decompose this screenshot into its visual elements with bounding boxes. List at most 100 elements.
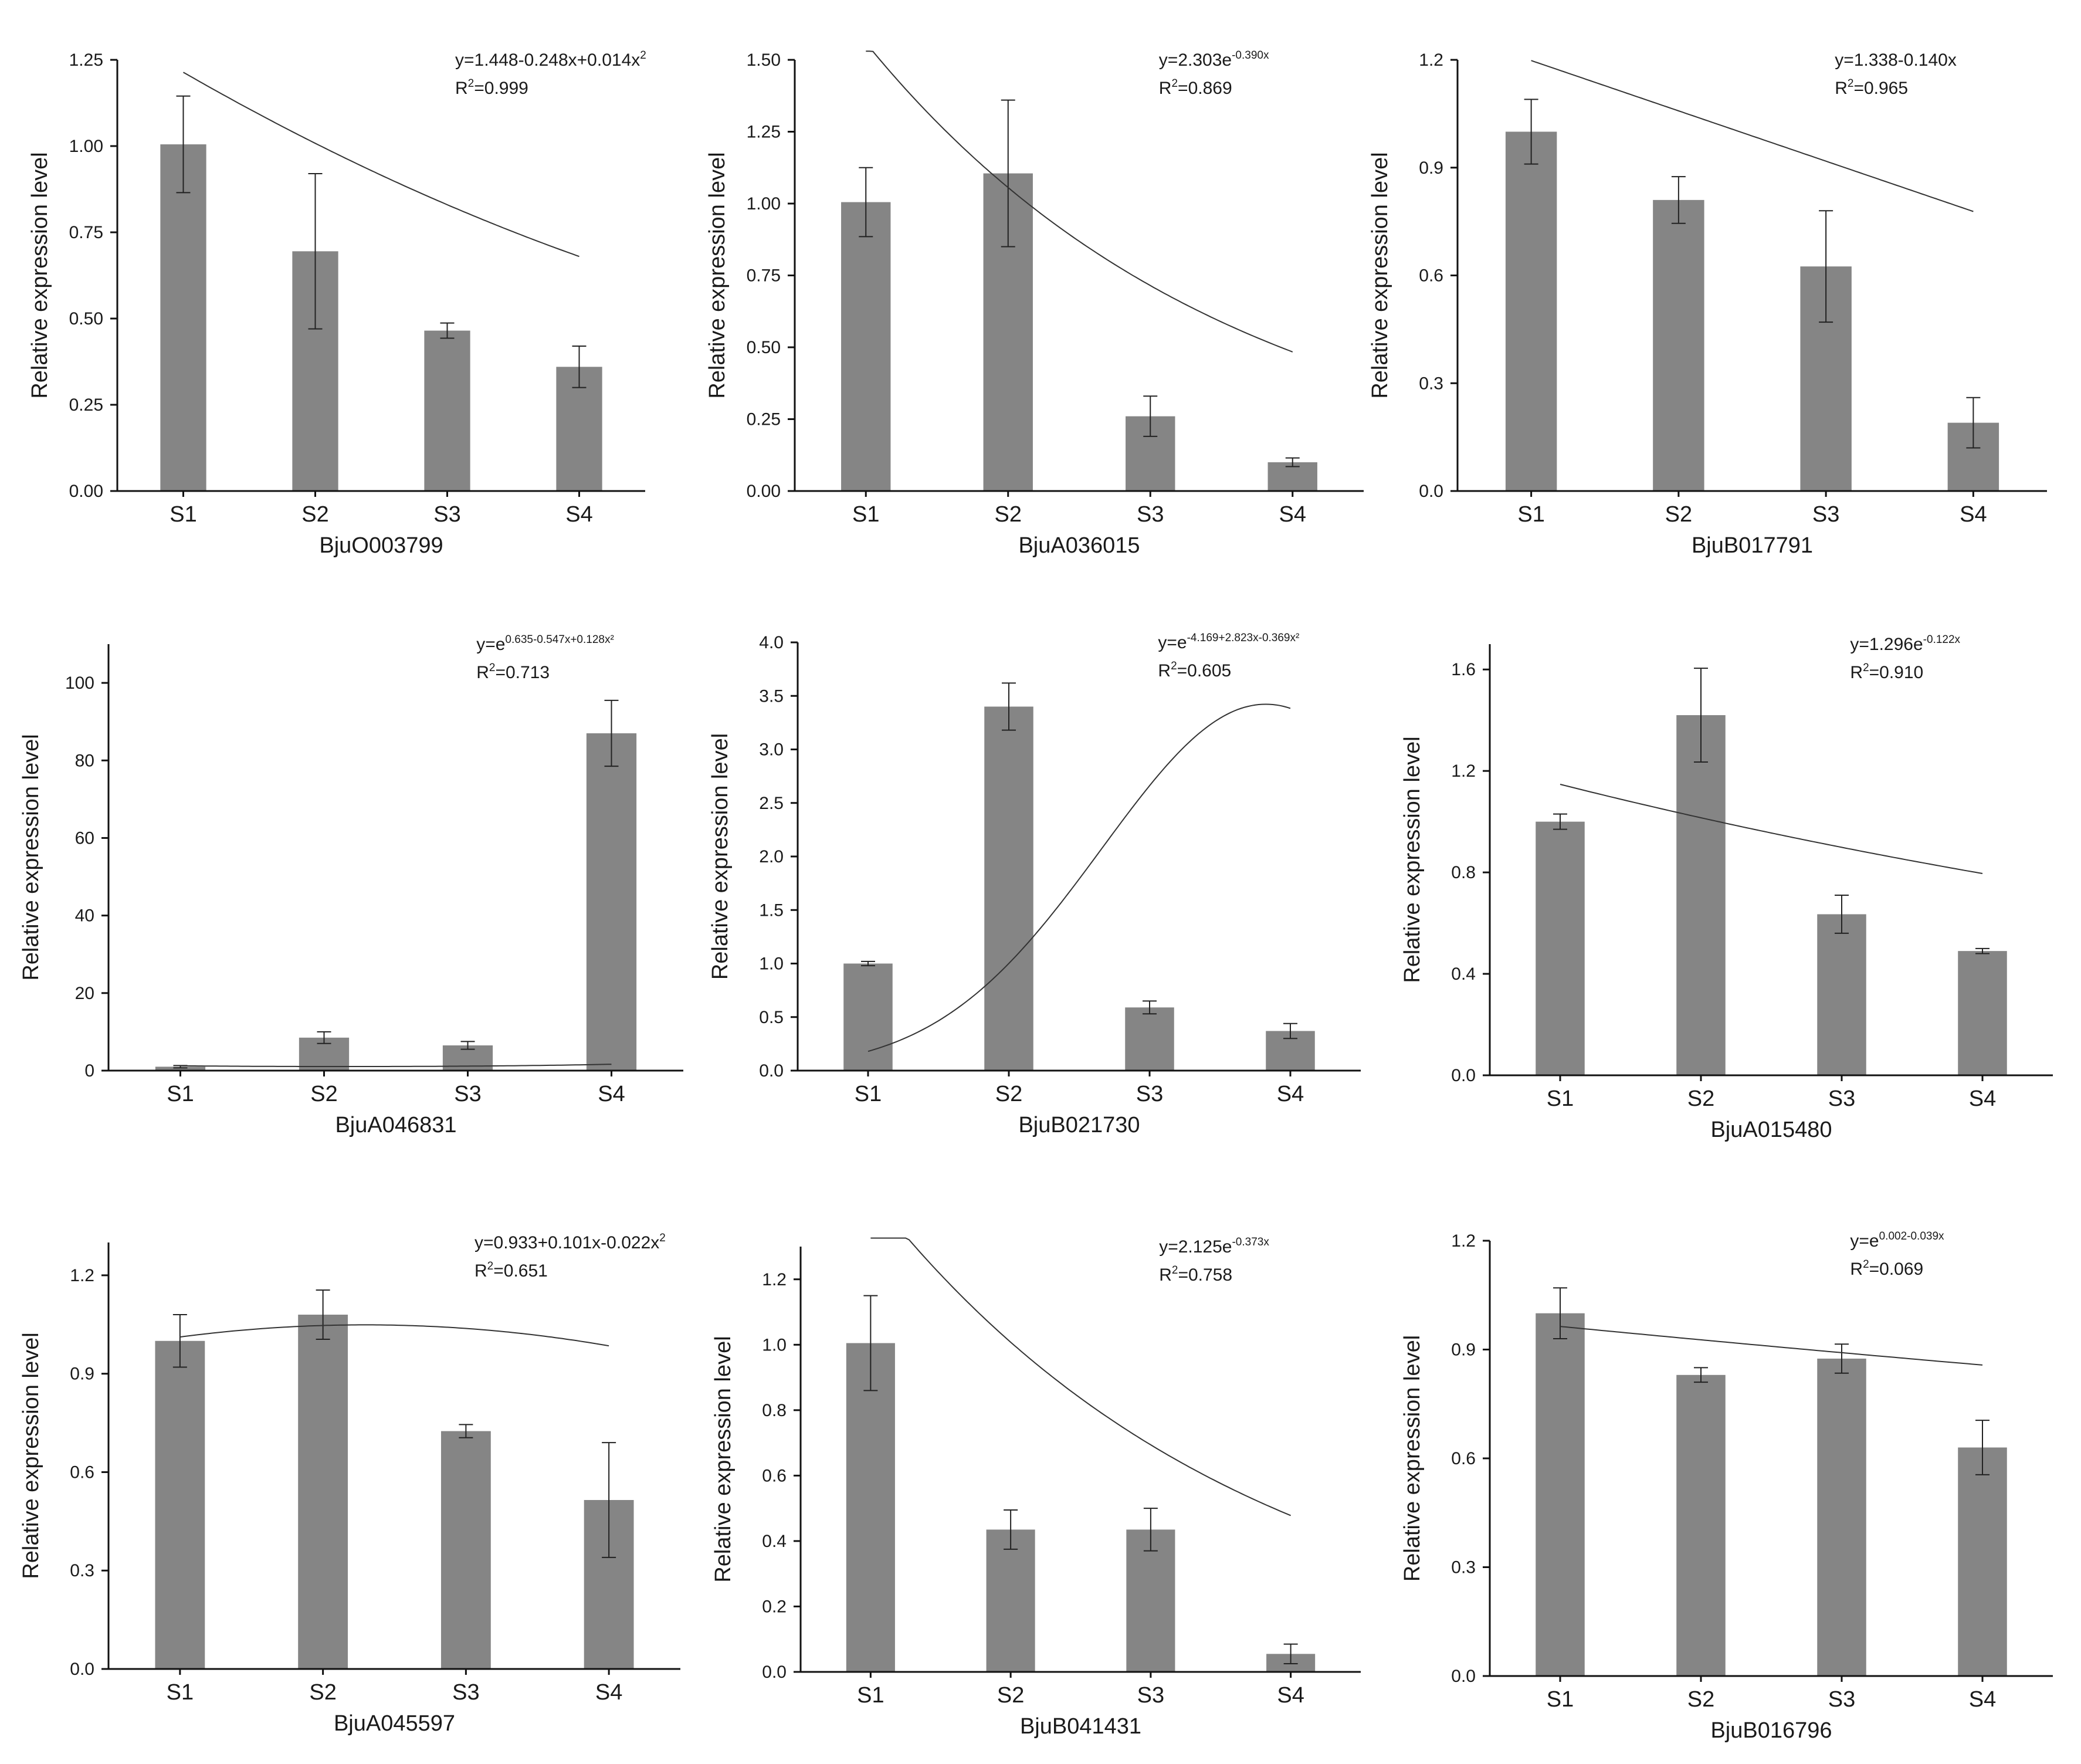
- error-bar: [176, 95, 191, 194]
- y-tick-label: 0.0: [1451, 1667, 1476, 1686]
- bar-s1: [1505, 131, 1557, 491]
- error-bar: [459, 1424, 473, 1438]
- fit-equation: y=e-4.169+2.823x-0.369x²: [1158, 632, 1299, 652]
- y-tick-label: 1.2: [70, 1266, 94, 1285]
- x-tick-label: S2: [997, 1683, 1024, 1708]
- y-tick-label: 0.0: [1451, 1066, 1476, 1085]
- error-bar: [1285, 457, 1300, 468]
- chart-panel: 0.0 0.3 0.6 0.9 1.2 S1 S2 S3 S4 BjuB017791 Relativ…: [1368, 50, 2047, 558]
- x-tick-label: S2: [1665, 502, 1692, 527]
- r-squared: R2=0.965: [1835, 77, 1908, 98]
- error-bar: [172, 1314, 187, 1368]
- chart-panel: 0.0 0.5 1.0 1.5 2.0 2.5 3.0 3.5 4.0 S1 S2 S3 S4 BjuB0…: [708, 632, 1361, 1137]
- y-tick-label: 100: [65, 673, 94, 693]
- trend-line: [867, 703, 1291, 1052]
- x-tick-label: S1: [170, 502, 196, 527]
- fit-equation: y=0.933+0.101x-0.022x2: [475, 1232, 666, 1252]
- y-tick-label: 3.0: [759, 740, 784, 760]
- bar-s2: [1676, 1374, 1726, 1676]
- x-tick-label: S4: [1960, 502, 1987, 527]
- fit-equation: y=e0.002-0.039x: [1850, 1230, 1944, 1251]
- error-bar: [1143, 1000, 1157, 1015]
- y-tick-label: 0.6: [762, 1466, 787, 1485]
- error-bar: [1002, 682, 1016, 731]
- x-tick-label: S3: [1828, 1086, 1855, 1111]
- bar-s1: [841, 202, 891, 491]
- x-tick-label: S4: [1969, 1687, 1996, 1712]
- y-tick-label: 0.00: [747, 482, 781, 501]
- x-tick-label: S3: [1137, 1683, 1164, 1708]
- bar-s1: [155, 1340, 205, 1669]
- y-tick-label: 0.9: [1419, 158, 1443, 178]
- x-tick-label: S2: [995, 1082, 1022, 1106]
- bar-s2: [984, 706, 1033, 1071]
- chart-panel: 0.0 0.4 0.8 1.2 1.6 S1 S2 S3 S4 BjuA015480 Relativ…: [1400, 634, 2053, 1142]
- gene-label: BjuA015480: [1710, 1118, 1832, 1142]
- x-tick-label: S1: [1517, 502, 1544, 527]
- error-bar: [859, 167, 873, 238]
- y-tick-label: 0.6: [70, 1462, 94, 1482]
- chart-panel: 0 20 40 60 80 100 S1 S2 S3 S4 BjuA046831 Relative e…: [19, 634, 683, 1137]
- r-squared: R2=0.069: [1850, 1258, 1923, 1279]
- trend-line: [183, 72, 579, 258]
- bar-s2: [1653, 199, 1704, 491]
- r-squared: R2=0.910: [1850, 662, 1923, 682]
- y-tick-label: 0.3: [1419, 374, 1443, 393]
- bar-s1: [1536, 821, 1585, 1075]
- x-tick-label: S1: [167, 1082, 194, 1106]
- error-bar: [1001, 99, 1015, 248]
- error-bar: [1975, 947, 1990, 954]
- y-tick-label: 80: [75, 751, 94, 770]
- y-tick-label: 0.6: [1451, 1449, 1476, 1468]
- gene-label: BjuO003799: [319, 533, 443, 558]
- y-axis-title: Relative expression level: [1400, 1335, 1425, 1582]
- y-tick-label: 0.8: [1451, 863, 1476, 882]
- gene-label: BjuB021730: [1018, 1113, 1140, 1137]
- r-squared: R2=0.713: [476, 662, 550, 682]
- error-bar: [317, 1031, 331, 1044]
- bar-s4: [586, 733, 637, 1071]
- y-tick-label: 1.6: [1451, 660, 1476, 679]
- y-tick-label: 0.75: [69, 223, 103, 242]
- bar-s3: [1125, 1007, 1174, 1071]
- error-bar: [861, 960, 875, 967]
- y-tick-label: 1.25: [69, 50, 103, 70]
- x-tick-label: S3: [454, 1082, 481, 1106]
- error-bar: [1143, 1508, 1158, 1552]
- bar-s3: [1817, 914, 1866, 1075]
- chart-panel: 0.0 0.3 0.6 0.9 1.2 S1 S2 S3 S4 BjuB016796 Relativ…: [1400, 1230, 2053, 1743]
- x-tick-label: S3: [1828, 1687, 1855, 1712]
- y-tick-label: 0.0: [1419, 482, 1443, 501]
- y-tick-label: 0.6: [1419, 266, 1443, 286]
- y-axis-title: Relative expression level: [705, 152, 730, 398]
- x-tick-label: S2: [995, 502, 1022, 527]
- y-tick-label: 0.0: [759, 1061, 784, 1081]
- y-axis-title: Relative expression level: [1368, 152, 1392, 398]
- fit-equation: y=1.296e-0.122x: [1850, 634, 1960, 654]
- bar-s3: [1126, 1529, 1175, 1672]
- bar-s1: [846, 1343, 895, 1672]
- trend-line: [1560, 784, 1983, 874]
- error-bar: [460, 1041, 475, 1050]
- r-squared: R2=0.869: [1159, 77, 1232, 98]
- x-tick-label: S1: [855, 1082, 882, 1106]
- error-bar: [1694, 668, 1708, 763]
- error-bar: [572, 346, 587, 388]
- y-tick-label: 1.2: [1419, 50, 1443, 70]
- x-tick-label: S2: [301, 502, 328, 527]
- y-axis-title: Relative expression level: [708, 733, 733, 980]
- x-tick-label: S4: [598, 1082, 625, 1106]
- y-tick-label: 0.50: [747, 338, 781, 357]
- x-tick-label: S3: [1812, 502, 1839, 527]
- fit-equation: y=1.448-0.248x+0.014x2: [455, 49, 646, 70]
- y-tick-label: 1.25: [747, 123, 781, 142]
- error-bar: [308, 173, 323, 330]
- r-squared: R2=0.651: [475, 1260, 548, 1281]
- x-tick-label: S3: [1137, 502, 1164, 527]
- x-tick-label: S4: [1277, 1082, 1304, 1106]
- bar-s1: [155, 1066, 206, 1071]
- bar-s4: [1958, 1447, 2007, 1676]
- x-tick-label: S2: [309, 1680, 336, 1705]
- trend-line: [1560, 1326, 1983, 1366]
